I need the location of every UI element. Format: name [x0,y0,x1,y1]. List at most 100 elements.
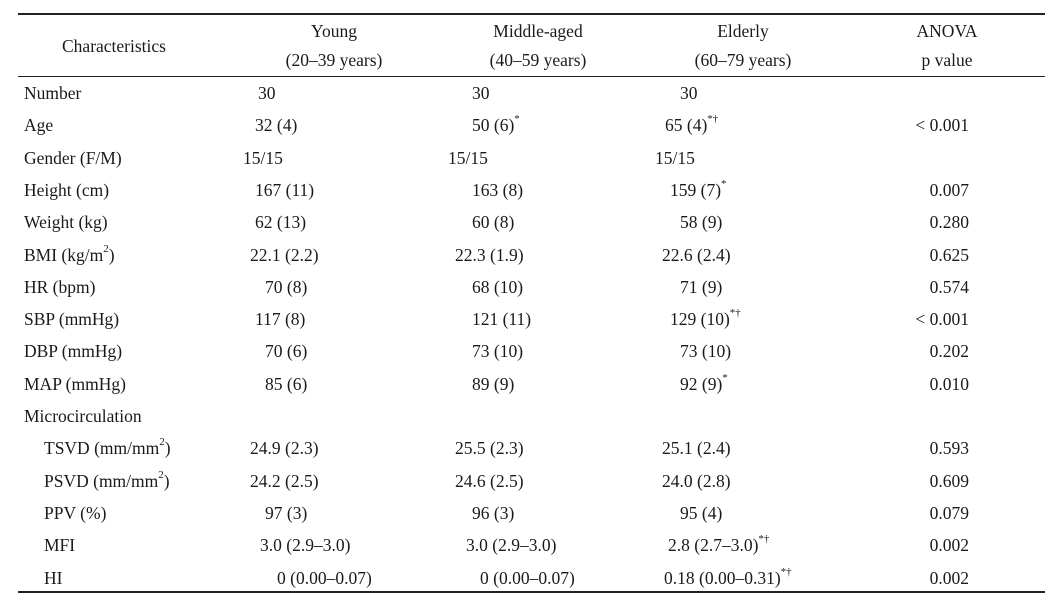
anova-p-value: 0.002 [930,535,969,555]
elderly-value-text: 65 (4) [665,115,708,136]
young-value-text: 22.1 (2.2) [250,244,319,265]
middle-aged-value: 0 (0.00–0.07) [480,568,575,588]
elderly-value-superscript: * [721,178,727,191]
young-value: 3.0 (2.9–3.0) [260,535,350,555]
row-label: TSVD (mm/mm2) [24,437,171,459]
middle-aged-value-text: 25.5 (2.3) [455,438,524,459]
elderly-value-text: 73 (10) [680,341,732,362]
elderly-value: 92 (9)* [680,372,728,394]
middle-aged-value: 15/15 [448,148,488,168]
row-label-text: HR (bpm) [24,276,96,297]
elderly-value-text: 22.6 (2.4) [662,244,731,265]
row-label: HI [24,568,62,588]
middle-aged-value-text: 0 (0.00–0.07) [480,567,575,588]
young-value: 30 [258,83,276,103]
young-value: 167 (11) [255,180,314,200]
middle-aged-value: 3.0 (2.9–3.0) [466,535,556,555]
anova-p-value: 0.079 [930,503,969,523]
young-value: 70 (6) [265,341,307,361]
anova-p-value-text: 0.574 [929,276,969,297]
middle-aged-value-text: 24.6 (2.5) [455,470,524,491]
header-characteristics: Characteristics [62,36,166,56]
elderly-value: 25.1 (2.4) [662,438,731,458]
young-value: 62 (13) [255,212,306,232]
row-label-tail: ) [164,438,171,459]
row-label-text: PPV (%) [44,502,107,523]
anova-p-value-text: < 0.001 [915,115,969,136]
anova-p-value: 0.280 [930,212,969,232]
anova-p-value: 0.007 [930,180,969,200]
middle-aged-value: 30 [472,83,490,103]
young-value-text: 117 (8) [255,309,306,330]
header-young-range: (20–39 years) [285,50,383,70]
elderly-value: 129 (10)*† [670,308,741,329]
young-value-text: 70 (6) [265,341,308,362]
row-label-text: Gender (F/M) [24,147,122,168]
anova-p-value-text: 0.002 [929,567,969,588]
anova-p-value-text: 0.609 [929,470,969,491]
young-value: 32 (4) [255,115,297,135]
elderly-value: 24.0 (2.8) [662,471,731,491]
elderly-value-text: 95 (4) [680,502,723,523]
anova-p-value: 0.625 [930,245,969,265]
header-young: Young [311,21,357,41]
row-label-text: SBP (mmHg) [24,309,120,330]
young-value-text: 167 (11) [255,179,315,200]
row-label: SBP (mmHg) [24,309,119,329]
row-label: PPV (%) [24,503,106,523]
row-label: PSVD (mm/mm2) [24,468,170,491]
anova-p-value: 0.609 [930,471,969,491]
young-value-text: 15/15 [243,147,283,168]
young-value-text: 70 (8) [265,276,308,297]
elderly-value-text: 92 (9) [680,373,723,394]
young-value-text: 24.9 (2.3) [250,438,319,459]
middle-aged-value-text: 96 (3) [472,502,515,523]
row-label-text: BMI (kg/m [24,244,104,265]
row-label-text: DBP (mmHg) [24,341,123,362]
row-label-tail: ) [163,470,170,491]
anova-p-value: 0.010 [930,374,969,394]
anova-p-value-text: 0.280 [929,212,969,233]
header-middle-aged-range: (40–59 years) [489,50,587,70]
row-label: Height (cm) [24,180,109,200]
young-value-text: 30 [258,83,276,103]
header-elderly: Elderly [717,21,769,41]
anova-p-value-text: 0.010 [929,373,969,394]
middle-aged-value: 24.6 (2.5) [455,471,524,491]
middle-aged-value-text: 121 (11) [472,309,532,330]
anova-p-value: < 0.001 [915,309,969,329]
elderly-value: 0.18 (0.00–0.31)*† [664,566,792,587]
anova-p-value-text: 0.079 [929,502,969,523]
row-label: DBP (mmHg) [24,341,122,361]
row-label-superscript: 2 [103,242,109,255]
row-label-text: TSVD (mm/mm [44,438,160,459]
table-bottom-rule [18,591,1045,593]
row-label-text: MAP (mmHg) [24,373,126,394]
middle-aged-value-text: 30 [472,83,490,103]
elderly-value-text: 2.8 (2.7–3.0) [668,535,759,556]
table-header-rule [18,76,1045,77]
elderly-value-text: 71 (9) [680,276,723,297]
row-label-text: Microcirculation [24,406,142,426]
anova-p-value-text: 0.625 [929,244,969,265]
elderly-value: 22.6 (2.4) [662,245,731,265]
table-top-rule [18,13,1045,15]
row-label-text: PSVD (mm/mm [44,470,159,491]
row-label-superscript: 2 [158,468,164,481]
middle-aged-value: 121 (11) [472,309,531,329]
row-label: Age [24,115,53,135]
row-label: Microcirculation [24,406,142,426]
row-label: Gender (F/M) [24,148,122,168]
middle-aged-value: 89 (9) [472,374,514,394]
row-label: MAP (mmHg) [24,374,126,394]
middle-aged-value-text: 73 (10) [472,341,524,362]
middle-aged-value-text: 89 (9) [472,373,515,394]
row-label-text: Number [24,83,82,103]
row-label: Number [24,83,81,103]
header-elderly-range: (60–79 years) [694,50,792,70]
anova-p-value: < 0.001 [915,115,969,135]
elderly-value: 95 (4) [680,503,722,523]
young-value: 22.1 (2.2) [250,245,319,265]
row-label-text: HI [44,567,63,588]
elderly-value: 65 (4)*† [665,114,718,136]
